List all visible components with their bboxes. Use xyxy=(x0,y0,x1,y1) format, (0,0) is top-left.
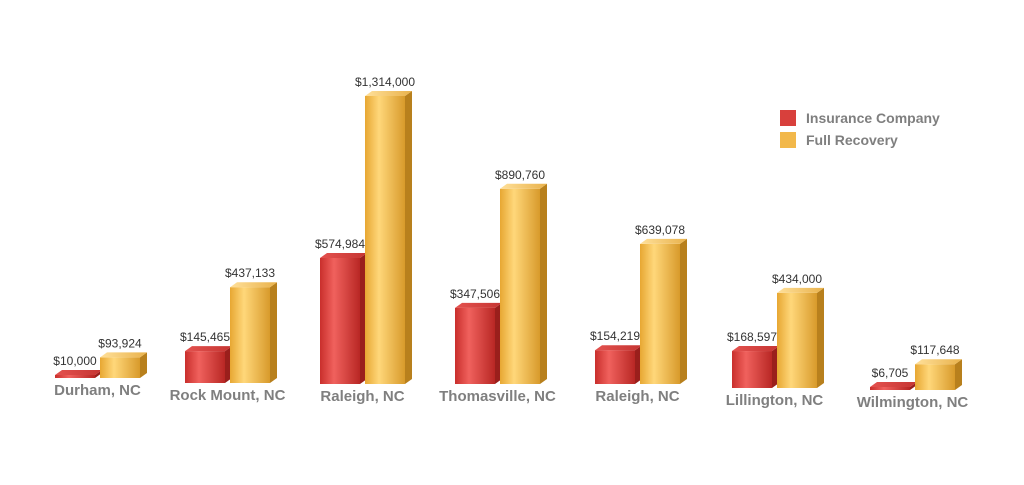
category-label-3: Thomasville, NC xyxy=(439,388,556,405)
bars-layer xyxy=(55,91,962,390)
labels-layer: $10,000$93,924 Durham, NC $145,465 $437,133… xyxy=(53,75,968,411)
value-label-full-recovery-5: $434,000 xyxy=(772,272,822,286)
bar-full-recovery-2 xyxy=(365,91,412,384)
legend-label-insurance: Insurance Company xyxy=(806,110,940,126)
bar-full-recovery-6 xyxy=(915,359,962,390)
value-label-full-recovery-4: $639,078 xyxy=(635,223,685,237)
bar-full-recovery-0 xyxy=(100,352,147,378)
bar-insurance-5 xyxy=(732,346,779,388)
bar-insurance-2 xyxy=(320,252,367,384)
category-label-4: Raleigh, NC xyxy=(595,388,679,405)
bar-full-recovery-3 xyxy=(500,183,547,384)
value-label-full-recovery-1: $437,133 xyxy=(225,266,275,280)
bar-insurance-4 xyxy=(595,345,642,384)
value-label-insurance-3: $347,506 xyxy=(450,287,500,301)
value-label-insurance-4: $154,219 xyxy=(590,329,640,343)
value-label-full-recovery-3: $890,760 xyxy=(495,168,545,182)
value-label-insurance-0: $10,000 xyxy=(53,354,97,368)
bar-insurance-0 xyxy=(55,370,102,378)
category-label-2: Raleigh, NC xyxy=(320,388,404,405)
category-label-5: Lillington, NC xyxy=(726,392,824,409)
bar-full-recovery-1 xyxy=(230,282,277,383)
category-label-6: Wilmington, NC xyxy=(857,394,969,411)
value-label-insurance-1: $145,465 xyxy=(180,330,230,344)
value-label-insurance-5: $168,597 xyxy=(727,330,777,344)
bar-full-recovery-5 xyxy=(777,287,824,388)
legend-swatch-insurance xyxy=(780,110,796,126)
bar-insurance-1 xyxy=(185,346,232,383)
bar-full-recovery-4 xyxy=(640,238,687,384)
category-label-1: Rock Mount, NC xyxy=(170,387,286,404)
value-label-full-recovery-2: $1,314,000 xyxy=(355,75,415,89)
legend: Insurance Company Full Recovery xyxy=(780,110,940,148)
value-label-insurance-6: $6,705 xyxy=(872,366,909,380)
bar-insurance-6 xyxy=(870,382,917,390)
bar-insurance-3 xyxy=(455,302,502,384)
legend-label-full-recovery: Full Recovery xyxy=(806,132,898,148)
value-label-full-recovery-6: $117,648 xyxy=(910,343,959,357)
value-label-full-recovery-0: $93,924 xyxy=(98,336,142,350)
legend-swatch-full-recovery xyxy=(780,132,796,148)
category-label-0: Durham, NC xyxy=(54,382,141,399)
value-label-insurance-2: $574,984 xyxy=(315,237,365,251)
